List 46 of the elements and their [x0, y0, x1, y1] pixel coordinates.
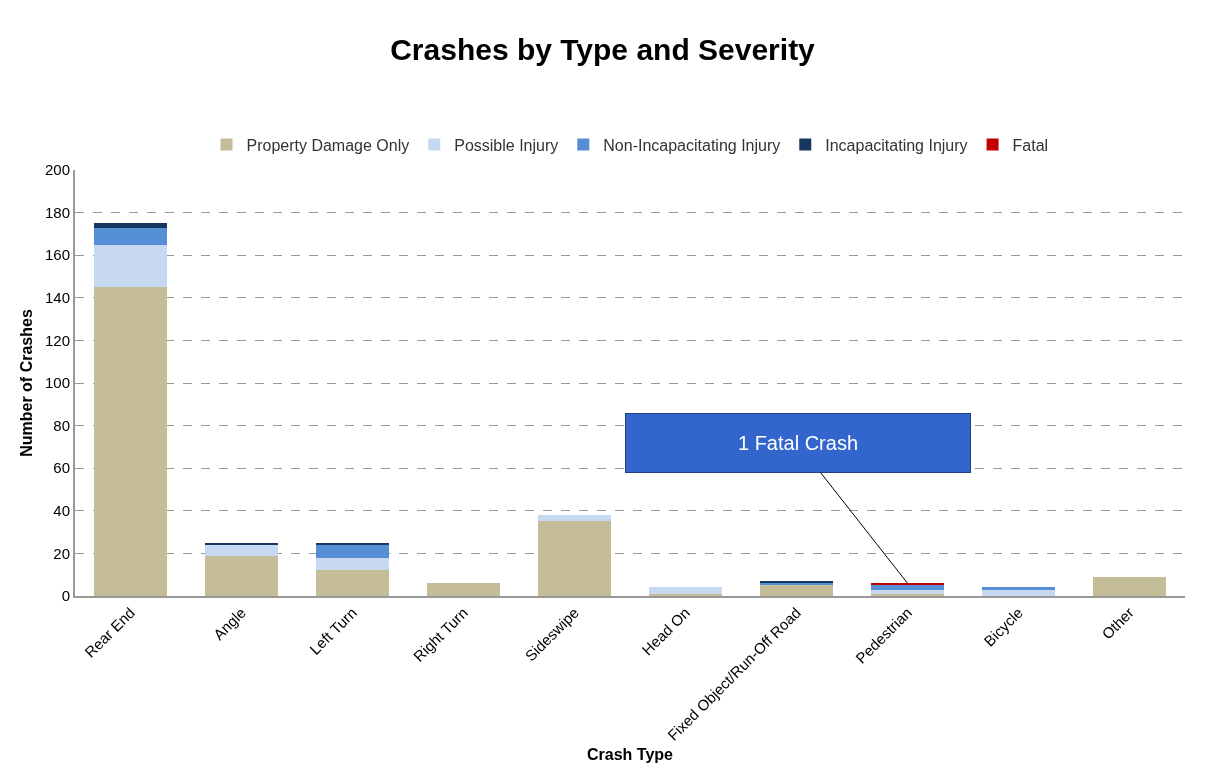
- y-tick-label: 140: [44, 289, 70, 307]
- y-tick-label: 60: [53, 459, 70, 477]
- bar: [316, 542, 389, 545]
- y-tick-label: 180: [44, 203, 70, 221]
- bar: [871, 589, 944, 594]
- y-tick-label: 80: [53, 416, 70, 434]
- bar: [94, 287, 167, 596]
- y-tick-label: 40: [53, 502, 70, 520]
- y-tick-label: 200: [44, 161, 70, 179]
- x-axis-title: Crash Type: [587, 745, 674, 763]
- bar: [205, 555, 278, 596]
- bar: [205, 544, 278, 556]
- bar: [94, 223, 167, 228]
- legend-label: Fatal: [1012, 136, 1049, 154]
- bar: [316, 544, 389, 558]
- bar: [94, 244, 167, 288]
- callout-box: 1 Fatal Crash: [625, 413, 971, 584]
- bar: [1093, 576, 1166, 596]
- x-tick-label: Left Turn: [306, 603, 360, 658]
- bar: [94, 227, 167, 245]
- bar: [982, 589, 1055, 596]
- chart-title: Crashes by Type and Severity: [390, 32, 816, 66]
- y-axis-title: Number of Crashes: [18, 309, 35, 457]
- bar: [649, 587, 722, 594]
- y-tick-label: 120: [44, 331, 70, 349]
- y-tick-label: 0: [61, 587, 70, 605]
- y-tick-label: 100: [44, 374, 70, 392]
- legend-label: Property Damage Only: [246, 136, 410, 154]
- legend-label: Possible Injury: [454, 136, 559, 154]
- bar: [205, 542, 278, 545]
- bar: [427, 583, 500, 596]
- bar: [982, 587, 1055, 590]
- bar: [538, 521, 611, 596]
- y-tick-label: 160: [44, 246, 70, 264]
- legend-label: Incapacitating Injury: [825, 136, 968, 154]
- bar: [649, 593, 722, 596]
- bar: [538, 515, 611, 522]
- bar: [871, 585, 944, 590]
- legend-label: Non-Incapacitating Injury: [603, 136, 781, 154]
- bar: [871, 593, 944, 596]
- y-tick-label: 20: [53, 544, 70, 562]
- annotation: 1 Fatal Crash: [737, 432, 859, 454]
- bar: [760, 585, 833, 596]
- bar: [316, 570, 389, 596]
- bar: [871, 583, 944, 586]
- bar: [316, 557, 389, 571]
